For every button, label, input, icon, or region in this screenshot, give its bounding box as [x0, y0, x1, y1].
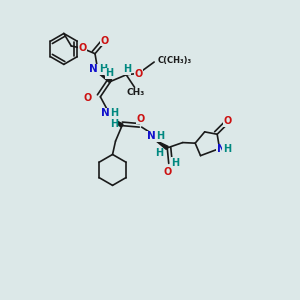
Text: H: H [123, 64, 131, 74]
Text: CH₃: CH₃ [126, 88, 144, 97]
Text: O: O [135, 69, 143, 79]
Polygon shape [155, 140, 168, 149]
Text: H: H [110, 119, 118, 129]
Text: O: O [78, 44, 87, 53]
Polygon shape [98, 72, 112, 83]
Text: C(CH₃)₃: C(CH₃)₃ [158, 56, 192, 65]
Text: H: H [99, 64, 107, 74]
Text: O: O [163, 167, 171, 177]
Polygon shape [109, 117, 123, 127]
Text: H: H [155, 148, 163, 158]
Text: O: O [137, 114, 145, 124]
Text: N: N [217, 144, 225, 154]
Text: H: H [156, 131, 164, 141]
Text: O: O [223, 116, 231, 126]
Text: H: H [171, 158, 179, 168]
Text: H: H [223, 144, 231, 154]
Text: H: H [105, 68, 113, 78]
Text: H: H [110, 108, 118, 118]
Text: O: O [100, 36, 109, 46]
Text: N: N [89, 64, 98, 74]
Text: N: N [147, 131, 156, 141]
Text: O: O [83, 93, 92, 103]
Text: N: N [101, 108, 110, 118]
